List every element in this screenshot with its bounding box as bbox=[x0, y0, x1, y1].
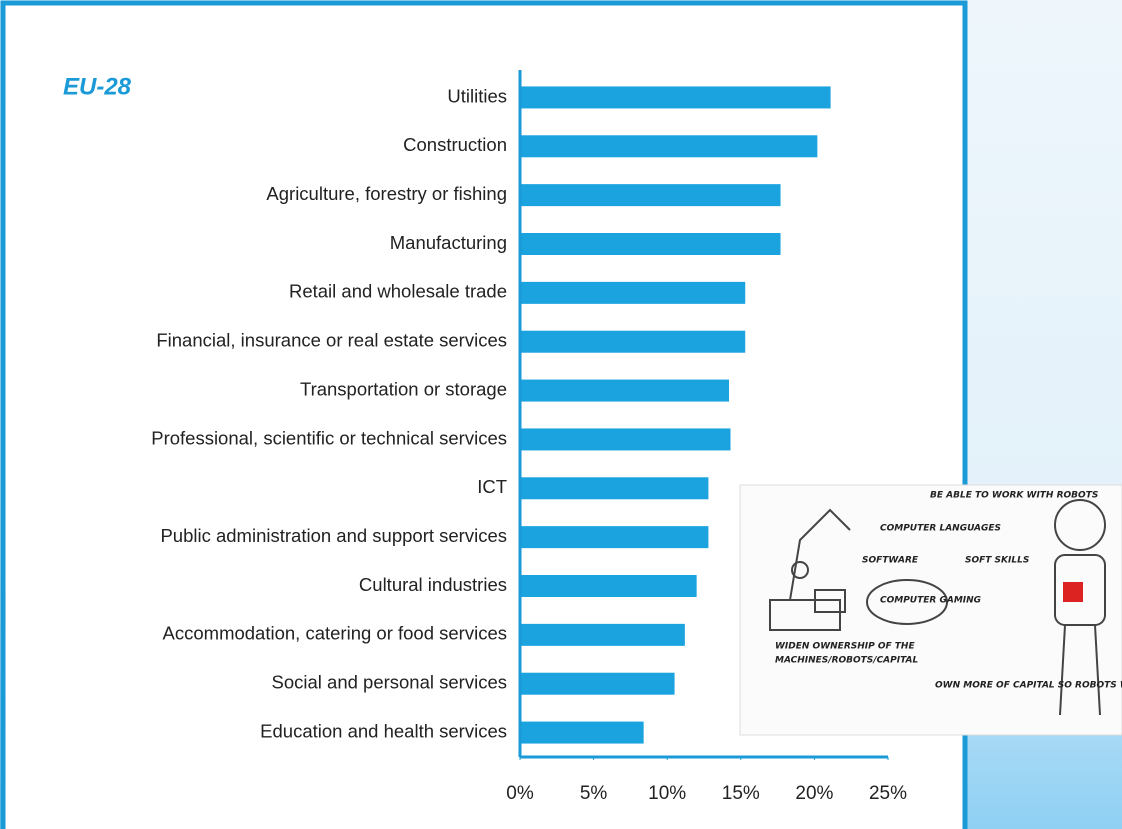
bar bbox=[520, 575, 697, 597]
bar bbox=[520, 672, 675, 695]
illustration-frame bbox=[739, 484, 1122, 736]
y-tick-label: Transportation or storage bbox=[300, 378, 507, 399]
chart-title: EU-28 bbox=[63, 73, 132, 100]
x-tick-label: 0% bbox=[506, 783, 534, 804]
bar bbox=[520, 379, 730, 402]
bar bbox=[520, 135, 818, 158]
x-tick-label: 15% bbox=[722, 783, 760, 804]
illustration-note: SOFTWARE bbox=[862, 556, 919, 566]
bar bbox=[520, 86, 831, 109]
x-tick-label: 25% bbox=[869, 783, 907, 804]
y-tick-label: Financial, insurance or real estate serv… bbox=[156, 330, 507, 351]
illustration-note: SOFT SKILLS bbox=[965, 556, 1029, 566]
illustration-note: MACHINES/ROBOTS/CAPITAL bbox=[775, 656, 919, 666]
y-tick-label: Accommodation, catering or food services bbox=[163, 623, 507, 644]
x-tick-label: 5% bbox=[580, 783, 608, 804]
illustration-note: COMPUTER LANGUAGES bbox=[880, 524, 1001, 534]
bar bbox=[520, 184, 781, 207]
x-tick-label: 10% bbox=[648, 783, 686, 804]
sketch bbox=[769, 499, 1106, 716]
bar bbox=[520, 623, 685, 646]
y-tick-label: Public administration and support servic… bbox=[160, 525, 507, 546]
illustration-note: OWN MORE OF CAPITAL SO ROBOTS WORK WITH … bbox=[935, 681, 1122, 691]
bar bbox=[520, 721, 644, 744]
y-tick-label: Construction bbox=[403, 134, 507, 155]
bar bbox=[520, 526, 709, 549]
bar bbox=[520, 428, 731, 451]
x-tick-label: 20% bbox=[795, 783, 833, 804]
y-tick-label: Manufacturing bbox=[390, 232, 507, 253]
illustration-note: BE ABLE TO WORK WITH ROBOTS bbox=[930, 491, 1098, 501]
y-tick-label: ICT bbox=[477, 476, 507, 497]
cross bbox=[1063, 582, 1083, 602]
bar bbox=[520, 330, 746, 353]
illustration-note: WIDEN OWNERSHIP OF THE bbox=[775, 642, 915, 652]
y-tick-label: Education and health services bbox=[260, 720, 507, 741]
bar bbox=[520, 477, 709, 500]
y-tick-label: Utilities bbox=[447, 85, 507, 106]
illustration: BE ABLE TO WORK WITH ROBOTS COMPUTER LANG… bbox=[739, 484, 1122, 736]
y-tick-label: Retail and wholesale trade bbox=[289, 281, 507, 302]
y-tick-label: Professional, scientific or technical se… bbox=[151, 427, 507, 448]
y-tick-label: Social and personal services bbox=[272, 672, 508, 693]
y-tick-label: Cultural industries bbox=[359, 574, 507, 595]
y-tick-label: Agriculture, forestry or fishing bbox=[266, 183, 507, 204]
illustration-note: COMPUTER GAMING bbox=[880, 596, 981, 606]
bar bbox=[520, 281, 746, 304]
bar bbox=[520, 233, 781, 255]
